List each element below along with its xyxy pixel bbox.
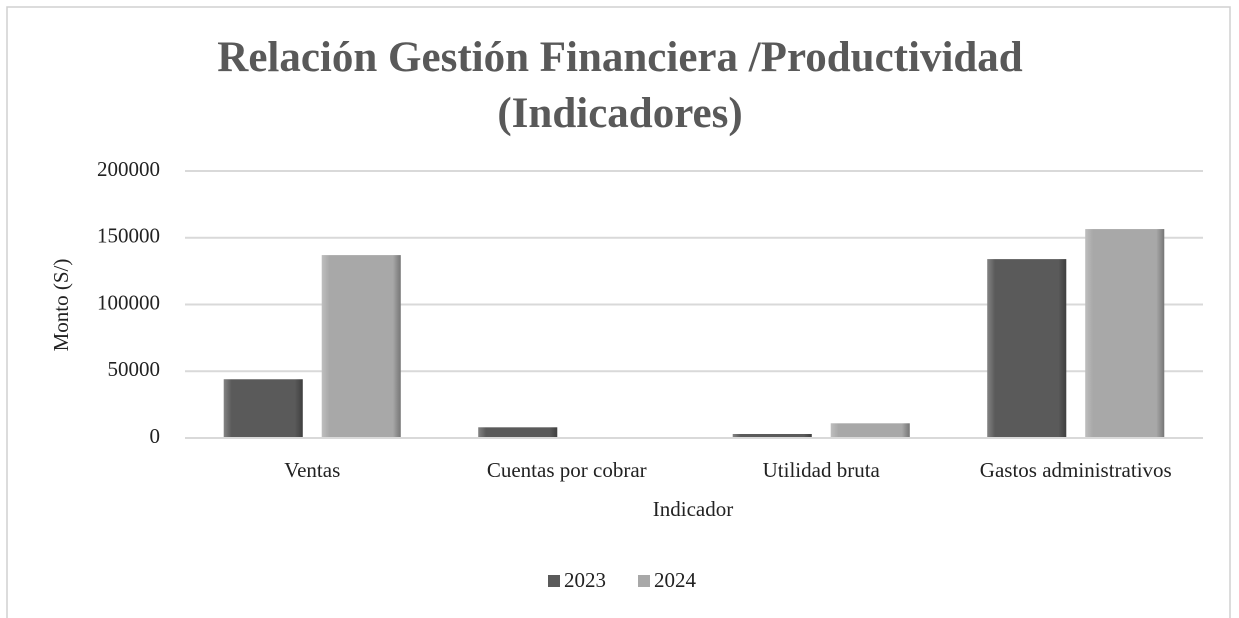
y-tick-label: 100000 <box>97 290 160 314</box>
bar <box>1085 229 1165 438</box>
x-axis-label: Indicador <box>653 497 733 521</box>
legend-swatch <box>638 575 650 587</box>
y-tick-label: 150000 <box>97 224 160 248</box>
y-tick-label: 0 <box>150 424 161 448</box>
x-tick-label: Gastos administrativos <box>980 458 1172 482</box>
chart-title: Relación Gestión Financiera /Productivid… <box>217 34 1023 137</box>
y-tick-label: 50000 <box>108 357 161 381</box>
legend-label: 2023 <box>564 568 606 592</box>
chart-border <box>6 6 1231 618</box>
legend-label: 2024 <box>654 568 697 592</box>
legend-swatch <box>548 575 560 587</box>
bar <box>987 259 1067 438</box>
bar <box>321 255 401 438</box>
bar <box>478 427 558 438</box>
bar <box>830 423 910 438</box>
y-tick-label: 200000 <box>97 157 160 181</box>
bar <box>223 379 303 438</box>
x-tick-label: Ventas <box>284 458 340 482</box>
x-tick-label: Cuentas por cobrar <box>487 458 647 482</box>
y-axis-label: Monto (S/) <box>49 259 73 352</box>
x-tick-label: Utilidad bruta <box>763 458 881 482</box>
